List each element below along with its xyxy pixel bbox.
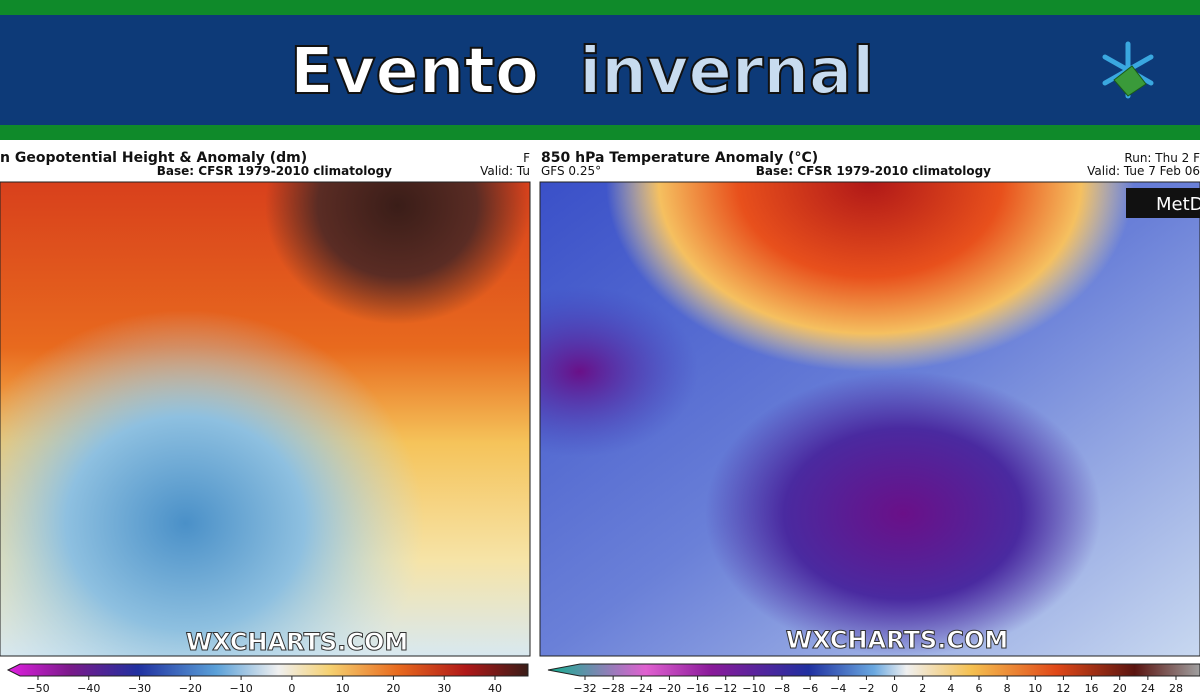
colorbar-label: −6 <box>802 682 818 695</box>
panel-model: GFS 0.25° <box>541 164 601 178</box>
colorbar-label: −8 <box>774 682 790 695</box>
logo-box <box>1126 188 1200 218</box>
watermark: WXCHARTS.COM <box>786 626 1008 654</box>
map-layer <box>0 182 530 656</box>
panel-title: n Geopotential Height & Anomaly (dm) <box>0 150 307 166</box>
colorbar-label: 2 <box>919 682 926 695</box>
watermark: WXCHARTS.COM <box>186 628 408 656</box>
colorbar-label: −28 <box>602 682 625 695</box>
title-first: Evento <box>290 35 539 109</box>
panel-run: F <box>523 151 530 165</box>
colorbar-label: −20 <box>658 682 681 695</box>
snowflake-logo <box>1102 41 1154 99</box>
map-layer <box>540 182 1200 656</box>
colorbar-label: −10 <box>230 682 253 695</box>
logo-text: MetD <box>1156 194 1200 215</box>
colorbar-label: 0 <box>288 682 295 695</box>
colorbar-label: 28 <box>1169 682 1183 695</box>
colorbar-label: 4 <box>947 682 954 695</box>
colorbar-label: −20 <box>179 682 202 695</box>
colorbar-label: 24 <box>1141 682 1155 695</box>
colorbar-label: −32 <box>573 682 596 695</box>
panel-base: Base: CFSR 1979-2010 climatology <box>756 164 991 178</box>
colorbar-label: 10 <box>1028 682 1042 695</box>
top-stripe <box>0 0 1200 15</box>
left-panel <box>0 181 531 657</box>
panel-valid: Valid: Tue 7 Feb 06 <box>1087 164 1200 178</box>
colorbar-label: 12 <box>1056 682 1070 695</box>
header-band <box>0 15 1200 125</box>
colorbar-label: 6 <box>976 682 983 695</box>
colorbar-label: 20 <box>386 682 400 695</box>
title-second: invernal <box>579 35 874 109</box>
colorbar-label: 0 <box>891 682 898 695</box>
bottom-stripe <box>0 125 1200 140</box>
colorbar <box>6 663 529 677</box>
colorbar-label: 20 <box>1113 682 1127 695</box>
panel-run: Run: Thu 2 F <box>1124 151 1200 165</box>
panel-base: Base: CFSR 1979-2010 climatology <box>157 164 392 178</box>
colorbar-label: 30 <box>437 682 451 695</box>
colorbar-label: −24 <box>630 682 653 695</box>
panel-title: 850 hPa Temperature Anomaly (°C) <box>541 150 818 166</box>
colorbar-label: −4 <box>830 682 846 695</box>
colorbar-label: −50 <box>26 682 49 695</box>
colorbar-label: −16 <box>686 682 709 695</box>
map-frame <box>539 181 1200 657</box>
colorbar-label: −12 <box>714 682 737 695</box>
colorbar-label: −10 <box>742 682 765 695</box>
right-panel: MetD <box>539 181 1200 657</box>
panel-valid: Valid: Tu <box>480 164 530 178</box>
colorbar-label: 8 <box>1004 682 1011 695</box>
colorbar <box>547 663 1200 677</box>
header-title: Evento invernal <box>290 35 874 109</box>
map-frame <box>0 181 531 657</box>
colorbar-label: −40 <box>77 682 100 695</box>
colorbar-label: 16 <box>1085 682 1099 695</box>
colorbar-label: −30 <box>128 682 151 695</box>
colorbar-label: 10 <box>336 682 350 695</box>
colorbar-label: 40 <box>488 682 502 695</box>
colorbar-label: −2 <box>858 682 874 695</box>
